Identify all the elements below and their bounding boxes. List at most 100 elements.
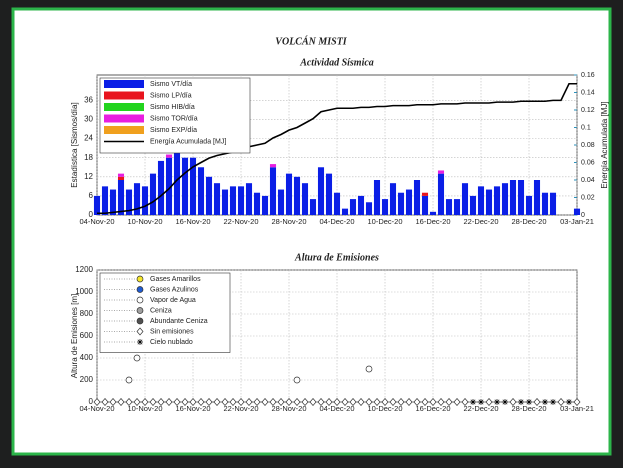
bar [389,183,397,215]
bar [381,199,389,215]
marker [229,397,237,407]
marker [566,399,572,405]
marker [542,399,548,405]
bar [397,192,405,215]
marker [333,397,341,407]
legend-marker [136,286,144,293]
legend-swatch [104,80,144,88]
legend-label: Sismo TOR/día [150,115,198,122]
marker [293,397,301,407]
x-tick-label: 04-Nov-20 [79,217,114,226]
marker [461,397,469,407]
bar [149,173,157,215]
marker [470,399,476,405]
page-title: VOLCÁN MISTI [275,35,348,47]
bar [421,195,429,215]
bar [453,199,461,215]
legend-label: Sismo HIB/día [150,104,195,111]
bar [461,183,469,215]
y2-tick-label: 0.04 [581,177,595,184]
marker [550,399,556,405]
legend-marker [136,327,144,336]
bar [493,186,501,215]
x-tick-label: 28-Nov-20 [271,404,306,413]
marker [405,397,413,407]
bar [165,154,173,158]
marker [173,397,181,407]
y-tick-label: 0 [89,397,94,406]
bar [181,157,189,215]
x-tick-label: 10-Dec-20 [367,404,402,413]
marker [293,376,301,384]
x-tick-label: 28-Nov-20 [271,217,306,226]
x-tick-label: 28-Dec-20 [511,404,546,413]
marker [373,397,381,407]
y2-tick-label: 0.06 [581,159,595,166]
bar [365,202,373,215]
marker [157,397,165,407]
bar [525,195,533,215]
bar [437,173,445,215]
marker [237,397,245,407]
bar [501,183,509,215]
marker [526,399,532,405]
bar [117,176,125,180]
bar [549,192,557,215]
legend-label: Sismo LP/día [150,92,192,99]
marker [149,397,157,407]
bar [469,195,477,215]
bar [509,180,517,215]
x-tick-label: 03-Jan-21 [560,404,594,413]
bar [205,176,213,215]
legend-label: Vapor de Agua [150,297,196,304]
marker [309,397,317,407]
bar [341,208,349,215]
y-tick-label: 800 [80,309,94,318]
x-tick-label: 22-Dec-20 [463,217,498,226]
marker [365,365,373,373]
marker [349,397,357,407]
y-tick-label: 600 [80,331,94,340]
bar [573,208,581,215]
y-tick-label: 200 [80,375,94,384]
bar [261,195,269,215]
bar [477,186,485,215]
bar [101,186,109,215]
y-tick-label: 1200 [75,265,93,274]
marker [301,397,309,407]
bar [301,183,309,215]
x-tick-label: 16-Nov-20 [175,404,210,413]
legend-label: Sin emisiones [150,328,194,335]
legend-marker [137,339,143,345]
marker [421,397,429,407]
marker [494,399,500,405]
x-tick-label: 22-Nov-20 [223,404,258,413]
y-tick-label: 12 [84,172,93,181]
legend-marker [136,307,144,314]
marker [213,397,221,407]
legend-label: Energía Acumulada [MJ] [150,138,226,145]
bar [317,167,325,215]
bar [357,195,365,215]
y-tick-label: 0 [89,210,94,219]
bar [373,180,381,215]
x-tick-label: 22-Dec-20 [463,404,498,413]
bar [221,189,229,215]
legend-swatch [104,126,144,134]
bar [541,192,549,215]
bar [117,180,125,215]
bar [237,186,245,215]
bar [189,157,197,215]
marker [285,397,293,407]
x-tick-label: 10-Nov-20 [127,217,162,226]
marker [557,397,565,407]
marker [365,397,373,407]
x-tick-label: 16-Dec-20 [415,404,450,413]
legend-swatch [104,91,144,100]
x-tick-label: 03-Jan-21 [560,217,594,226]
marker [125,376,133,384]
y2-tick-label: 0.14 [581,89,595,96]
legend-label: Abundante Ceniza [150,318,208,325]
y2-tick-label: 0.16 [581,72,595,79]
marker [478,399,484,405]
